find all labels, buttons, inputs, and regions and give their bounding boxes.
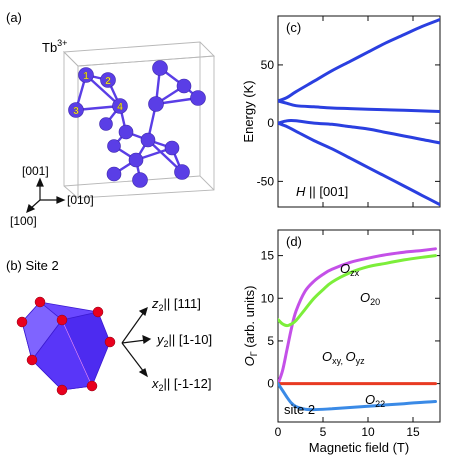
cell-left-face [63, 50, 79, 199]
oxygen-atom [104, 336, 116, 348]
atoms [68, 60, 206, 188]
energy-level-line-4 [278, 121, 440, 207]
series-label-o22: O22 [365, 392, 385, 409]
tb-atom [152, 60, 168, 76]
oxygen-atom [26, 354, 38, 366]
polyhedron [21, 301, 111, 391]
unit-cell [62, 41, 216, 199]
y-tick-label: -50 [257, 174, 275, 188]
plot-frame [277, 229, 441, 423]
x-tick-label: 15 [406, 425, 420, 439]
panel-a-label: (a) [6, 10, 22, 25]
tb-atom [112, 98, 128, 114]
axis-y-arrowhead [56, 196, 66, 204]
local-axis-y-label: y2|| [1-10] [156, 332, 212, 349]
tb-atom [100, 72, 116, 88]
tb-atom [176, 78, 192, 94]
tb-atom [148, 96, 164, 112]
local-axis-z-label: z2|| [111] [151, 296, 201, 313]
local-axis-x-label: x2|| [-1-12] [151, 376, 211, 393]
tb-atom [132, 172, 148, 188]
ozx-line [278, 247, 437, 386]
x-tick-label: 5 [320, 425, 327, 439]
local-axis-y [121, 339, 147, 344]
panel-a: (a) Tb3+ [6, 10, 216, 228]
y-tick-label: 0 [267, 377, 274, 391]
tb-atom [78, 67, 94, 83]
local-axes [121, 306, 152, 378]
series-label-ozx: Ozx [340, 261, 360, 278]
tb-atom [118, 124, 134, 140]
y-tick-label: 50 [261, 58, 275, 72]
local-axis-x-arrowhead [138, 368, 148, 378]
energy-level-line-2 [278, 99, 440, 113]
series-label-o20: O20 [360, 290, 380, 307]
o20-line [278, 254, 437, 328]
x-tick-label: 10 [361, 425, 375, 439]
oxygen-atom [92, 306, 104, 318]
tb-atom [174, 164, 190, 180]
y-tick-label: 0 [267, 116, 274, 130]
field-direction-annotation: H || [001] [296, 184, 348, 199]
chart-energy-levels: -50 0 50 (c) Energy (K) H || [001] [241, 15, 441, 208]
tb-atom [106, 166, 122, 182]
y-tick-label: 5 [267, 334, 274, 348]
local-axis-x [121, 342, 145, 373]
ion-label: Tb3+ [42, 38, 67, 55]
panel-d-label: (d) [286, 234, 302, 249]
x-axis-label: Magnetic field (T) [309, 440, 409, 455]
polyhedron-edge [61, 319, 93, 387]
axis-x-label: [100] [10, 214, 37, 228]
cell-top-face [62, 41, 216, 67]
tb-atom [140, 132, 156, 148]
energy-level-line-1 [278, 18, 440, 103]
site-label-1: 1 [83, 71, 89, 82]
axis-z-arrowhead [36, 177, 44, 187]
cell-side-bottom-edge [199, 175, 215, 191]
tb-atom [107, 139, 121, 153]
oxygen-atom [86, 380, 98, 392]
site-label-2: 2 [105, 76, 111, 87]
axis-x-arrowhead [26, 203, 36, 214]
y-axis-label: Energy (K) [241, 80, 256, 142]
crystal-axes [26, 177, 66, 214]
panel-b-label: (b) Site 2 [6, 258, 59, 273]
y-axis-label: OΓ (arb. units) [242, 286, 259, 367]
oxygen-atom [16, 316, 28, 328]
oxygen-atoms [16, 296, 116, 396]
oxygen-atom [56, 314, 68, 326]
site-label: site 2 [284, 402, 315, 417]
panel-c-label: (c) [286, 20, 301, 35]
tb-atom [99, 117, 113, 131]
o22-line [278, 382, 437, 412]
series-label-oxy-oyz: Oxy, Oyz [322, 349, 365, 366]
local-axis-z [121, 311, 145, 344]
site-label-3: 3 [73, 106, 79, 117]
tb-atom [128, 152, 144, 168]
y-tick-label: 15 [261, 249, 275, 263]
panel-b: (b) Site 2 z2|| [111] [6, 258, 212, 396]
y-tick-label: 10 [261, 291, 275, 305]
axis-z-label: [001] [22, 164, 49, 178]
local-axis-z-arrowhead [138, 306, 148, 317]
axis-y-label: [010] [67, 193, 94, 207]
tb-atom [190, 90, 206, 106]
tb-atom [164, 140, 180, 156]
oxygen-atom [56, 384, 68, 396]
tb-atom [68, 102, 84, 118]
x-tick-label: 0 [275, 425, 282, 439]
oxygen-atom [34, 296, 46, 308]
chart-stevens-operators: 0 5 10 15 0 5 10 15 (d) OΓ (arb. units) Magnetic f… [242, 229, 441, 455]
local-axis-y-arrowhead [142, 335, 152, 345]
energy-level-line-3 [278, 119, 440, 145]
site-label-4: 4 [117, 102, 123, 113]
